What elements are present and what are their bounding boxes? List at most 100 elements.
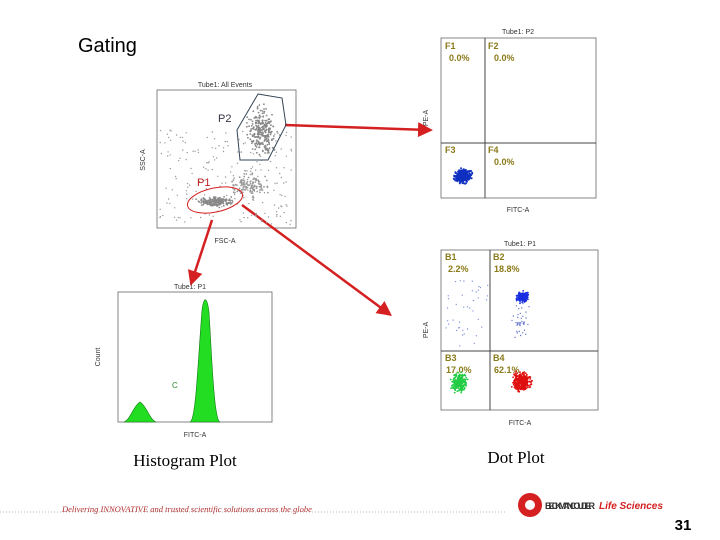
event-dot [466, 378, 469, 381]
event-dot [513, 386, 516, 389]
event-dot [225, 203, 228, 206]
event-dot [265, 114, 268, 117]
event-dot [261, 110, 264, 112]
event-dot [224, 176, 227, 178]
event-dot [166, 133, 168, 135]
event-dot [195, 190, 197, 193]
plot-title: Tube1: P2 [502, 29, 534, 36]
event-dot [265, 108, 267, 110]
event-dot [448, 323, 450, 325]
event-dot [169, 167, 171, 170]
event-dot [283, 167, 285, 169]
event-dot [285, 134, 287, 137]
event-dot [267, 121, 270, 124]
event-dot [170, 130, 172, 132]
event-dot [262, 115, 265, 118]
event-dot [465, 174, 468, 177]
x-label: FSC-A [215, 238, 236, 245]
event-dot [266, 122, 268, 125]
event-dot [274, 155, 276, 157]
event-dot [522, 383, 525, 386]
histogram: Tube1: P1 FITC-A Count C [95, 284, 273, 439]
event-dot [210, 201, 213, 204]
event-cloud [511, 302, 530, 338]
event-dot [254, 122, 257, 125]
event-dot [513, 379, 515, 382]
event-dot [461, 386, 463, 389]
event-dot [222, 147, 225, 149]
event-dot [259, 191, 261, 194]
event-dot [217, 175, 219, 177]
gate-label: P1 [197, 177, 210, 189]
event-dot [220, 201, 223, 204]
event-dot [458, 377, 461, 380]
event-dot [516, 330, 518, 333]
event-dot [248, 118, 250, 121]
event-dot [517, 293, 520, 296]
y-label: PE-A [423, 322, 430, 339]
event-dot [252, 196, 255, 199]
event-dot [267, 131, 270, 134]
event-dot [529, 376, 532, 379]
event-dot [270, 131, 272, 134]
gate-p1 [186, 186, 244, 214]
event-dot [200, 198, 203, 201]
event-dot [246, 125, 248, 128]
event-dot [273, 189, 275, 191]
event-dot [246, 181, 249, 183]
page-number: 31 [675, 517, 692, 534]
event-dot [460, 371, 463, 374]
event-dot [267, 216, 270, 218]
event-dot [251, 166, 254, 168]
event-dot [202, 197, 205, 200]
plot-frame [440, 249, 599, 411]
event-dot [462, 177, 465, 180]
event-dot [222, 202, 225, 205]
event-dot [259, 109, 262, 112]
event-dot [271, 139, 273, 142]
event-dot [479, 286, 482, 289]
event-dot [527, 323, 529, 326]
event-dot [523, 329, 526, 331]
event-dot [445, 327, 447, 329]
event-dot [523, 293, 526, 296]
event-dot [520, 322, 522, 324]
event-dot [257, 142, 260, 145]
event-dot [458, 385, 460, 387]
event-dot [243, 180, 246, 182]
division: Life Sciences [599, 501, 663, 512]
event-dot [267, 191, 269, 194]
event-dot [462, 180, 465, 183]
event-dot [466, 176, 469, 179]
event-dot [244, 169, 246, 172]
event-dot [246, 170, 248, 172]
event-dot [460, 382, 462, 385]
event-dot [219, 198, 222, 201]
event-dot [260, 185, 262, 188]
event-dot [255, 129, 257, 131]
event-dot [454, 280, 457, 283]
event-dot [453, 377, 456, 379]
event-dot [270, 223, 273, 225]
event-dot [203, 202, 206, 205]
event-dot [517, 314, 519, 316]
event-dot [249, 130, 252, 133]
event-dot [525, 291, 527, 294]
event-dot [247, 176, 250, 179]
quadrant-name: F4 [488, 145, 499, 155]
quadrant-name: F2 [488, 41, 499, 51]
event-dot [243, 178, 245, 180]
event-dot [456, 175, 459, 178]
event-dot [274, 182, 276, 185]
event-dot [169, 139, 172, 141]
event-dot [214, 197, 217, 199]
event-dot [228, 198, 231, 201]
event-dot [259, 183, 262, 186]
event-dot [285, 131, 288, 134]
event-dot [269, 160, 272, 163]
event-cloud [195, 196, 234, 209]
event-dot [457, 380, 460, 383]
event-dot [169, 202, 171, 205]
event-dot [528, 306, 530, 308]
event-dot [285, 204, 287, 206]
